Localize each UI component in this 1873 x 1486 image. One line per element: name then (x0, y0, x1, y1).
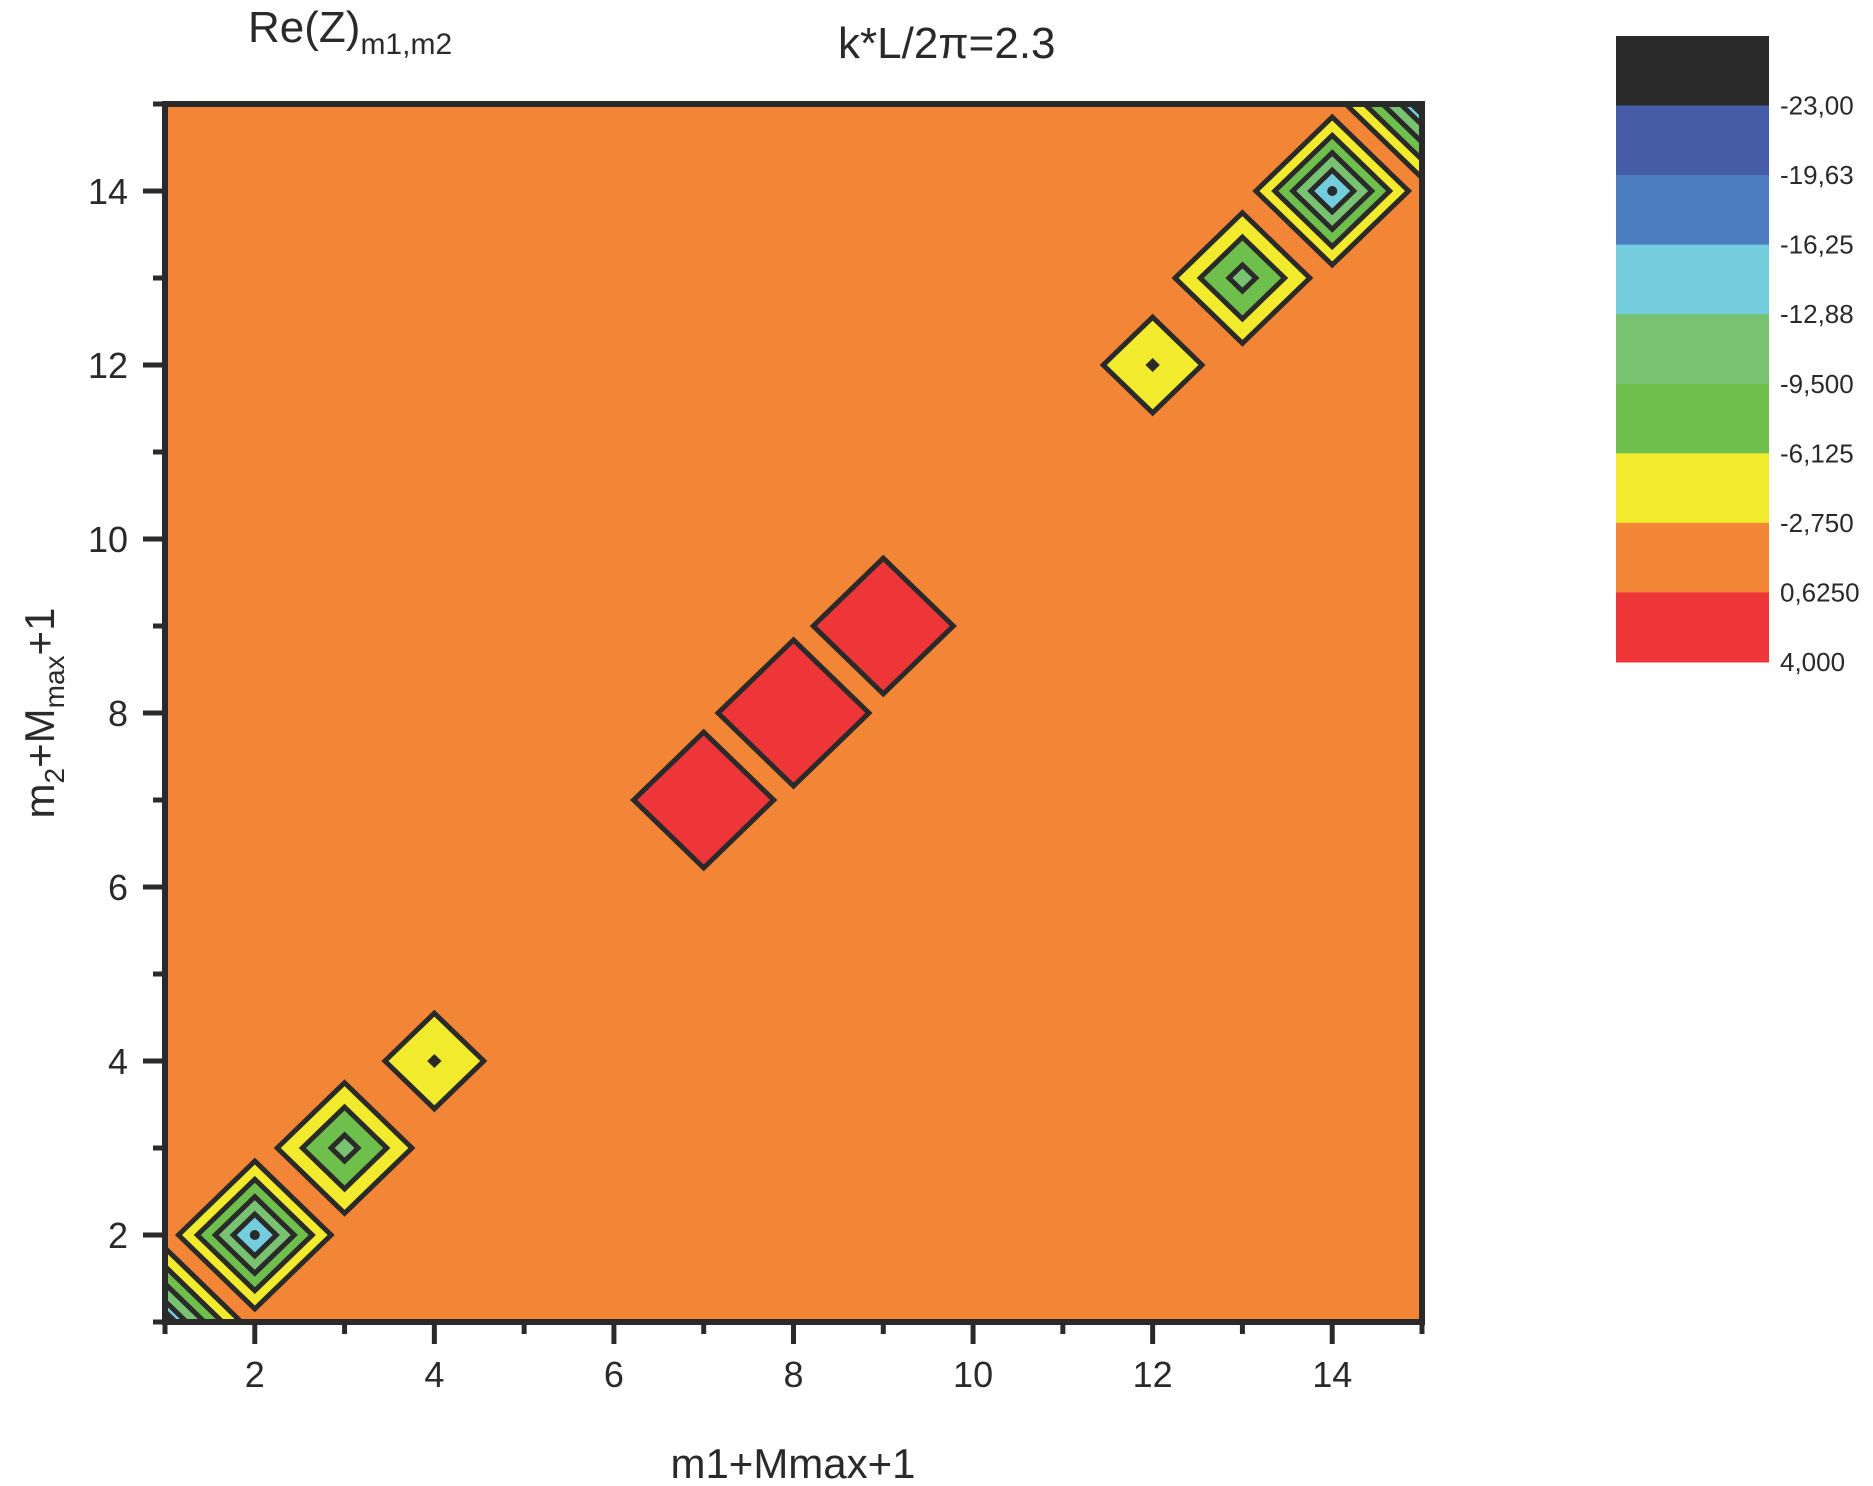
x-tick-label: 4 (424, 1354, 444, 1395)
colorbar-band (1616, 175, 1769, 246)
colorbar-label: -2,750 (1780, 508, 1854, 538)
y-title-part1: m (16, 783, 63, 818)
y-tick-label: 14 (88, 171, 128, 212)
contour-features (165, 104, 1422, 1322)
y-axis-title: m2+Mmax+1 (16, 608, 70, 819)
axes: 2 4 6 8 10 12 14 2 4 6 8 10 12 14 (88, 101, 1425, 1395)
colorbar-label: -6,125 (1780, 438, 1854, 468)
colorbar-band (1616, 105, 1769, 176)
contour-feature-12-12 (1099, 313, 1206, 417)
colorbar-band (1616, 592, 1769, 663)
x-tick-label: 12 (1133, 1354, 1173, 1395)
contour-feature-4-4 (381, 1009, 488, 1113)
contour-ring-2 (1145, 358, 1160, 372)
y-tick-label: 10 (88, 519, 128, 560)
chart-title-left: Re(Z)m1,m2 (248, 3, 452, 61)
y-tick-label: 12 (88, 345, 128, 386)
x-tick-label: 6 (604, 1354, 624, 1395)
contour-feature-3-3 (273, 1079, 416, 1217)
colorbar-label: -9,500 (1780, 369, 1854, 399)
y-tick-label: 8 (108, 693, 128, 734)
x-tick-label: 8 (783, 1354, 803, 1395)
colorbar-label: -23,00 (1780, 91, 1854, 121)
contour-corner-top-right (1342, 104, 1422, 182)
contour-ring-2 (427, 1054, 442, 1068)
y-tick-label: 2 (108, 1215, 128, 1256)
title-main: Re(Z) (248, 3, 360, 52)
colorbar-band (1616, 522, 1769, 593)
contour-ring-3 (1225, 261, 1260, 295)
contour-center-dot (1327, 186, 1338, 196)
title-subscript: m1,m2 (360, 28, 452, 61)
y-title-sub2: max (39, 655, 70, 708)
contour-feature-7-7 (630, 728, 778, 872)
colorbar-label: 4,000 (1780, 647, 1845, 677)
x-axis-title: m1+Mmax+1 (670, 1440, 915, 1486)
x-tick-label: 10 (953, 1354, 993, 1395)
contour-ring-1 (630, 728, 778, 872)
contour-corner-bottom-left (165, 1244, 245, 1322)
x-tick-label: 2 (245, 1354, 265, 1395)
contour-ring-1 (714, 636, 873, 790)
contour-ring-1 (809, 554, 957, 698)
colorbar-band (1616, 244, 1769, 315)
contour-feature-14-14 (1252, 113, 1413, 269)
colorbar-band (1616, 314, 1769, 385)
colorbar-label: -16,25 (1780, 230, 1854, 260)
contour-ring-3 (327, 1131, 362, 1165)
colorbar-band (1616, 383, 1769, 454)
plot-area (165, 104, 1422, 1322)
colorbar-label: -12,88 (1780, 299, 1854, 329)
contour-feature-9-9 (809, 554, 957, 698)
colorbar: -23,00 -19,63 -16,25 -12,88 -9,500 -6,125 -2,7… (1616, 36, 1860, 677)
contour-feature-8-8 (714, 636, 873, 790)
colorbar-label: -19,63 (1780, 160, 1854, 190)
contour-feature-13-13 (1171, 209, 1314, 347)
colorbar-label: 0,6250 (1780, 577, 1860, 607)
x-tick-label: 14 (1312, 1354, 1352, 1395)
chart-title-right: k*L/2π=2.3 (838, 19, 1056, 68)
colorbar-band (1616, 453, 1769, 524)
colorbar-band (1616, 36, 1769, 107)
y-tick-label: 6 (108, 867, 128, 908)
contour-center-dot (249, 1230, 260, 1240)
contour-feature-2-2 (174, 1157, 335, 1313)
y-tick-label: 4 (108, 1041, 128, 1082)
y-title-part2: +M (16, 708, 63, 768)
y-title-part3: +1 (16, 608, 63, 656)
y-title-sub1: 2 (39, 768, 70, 784)
